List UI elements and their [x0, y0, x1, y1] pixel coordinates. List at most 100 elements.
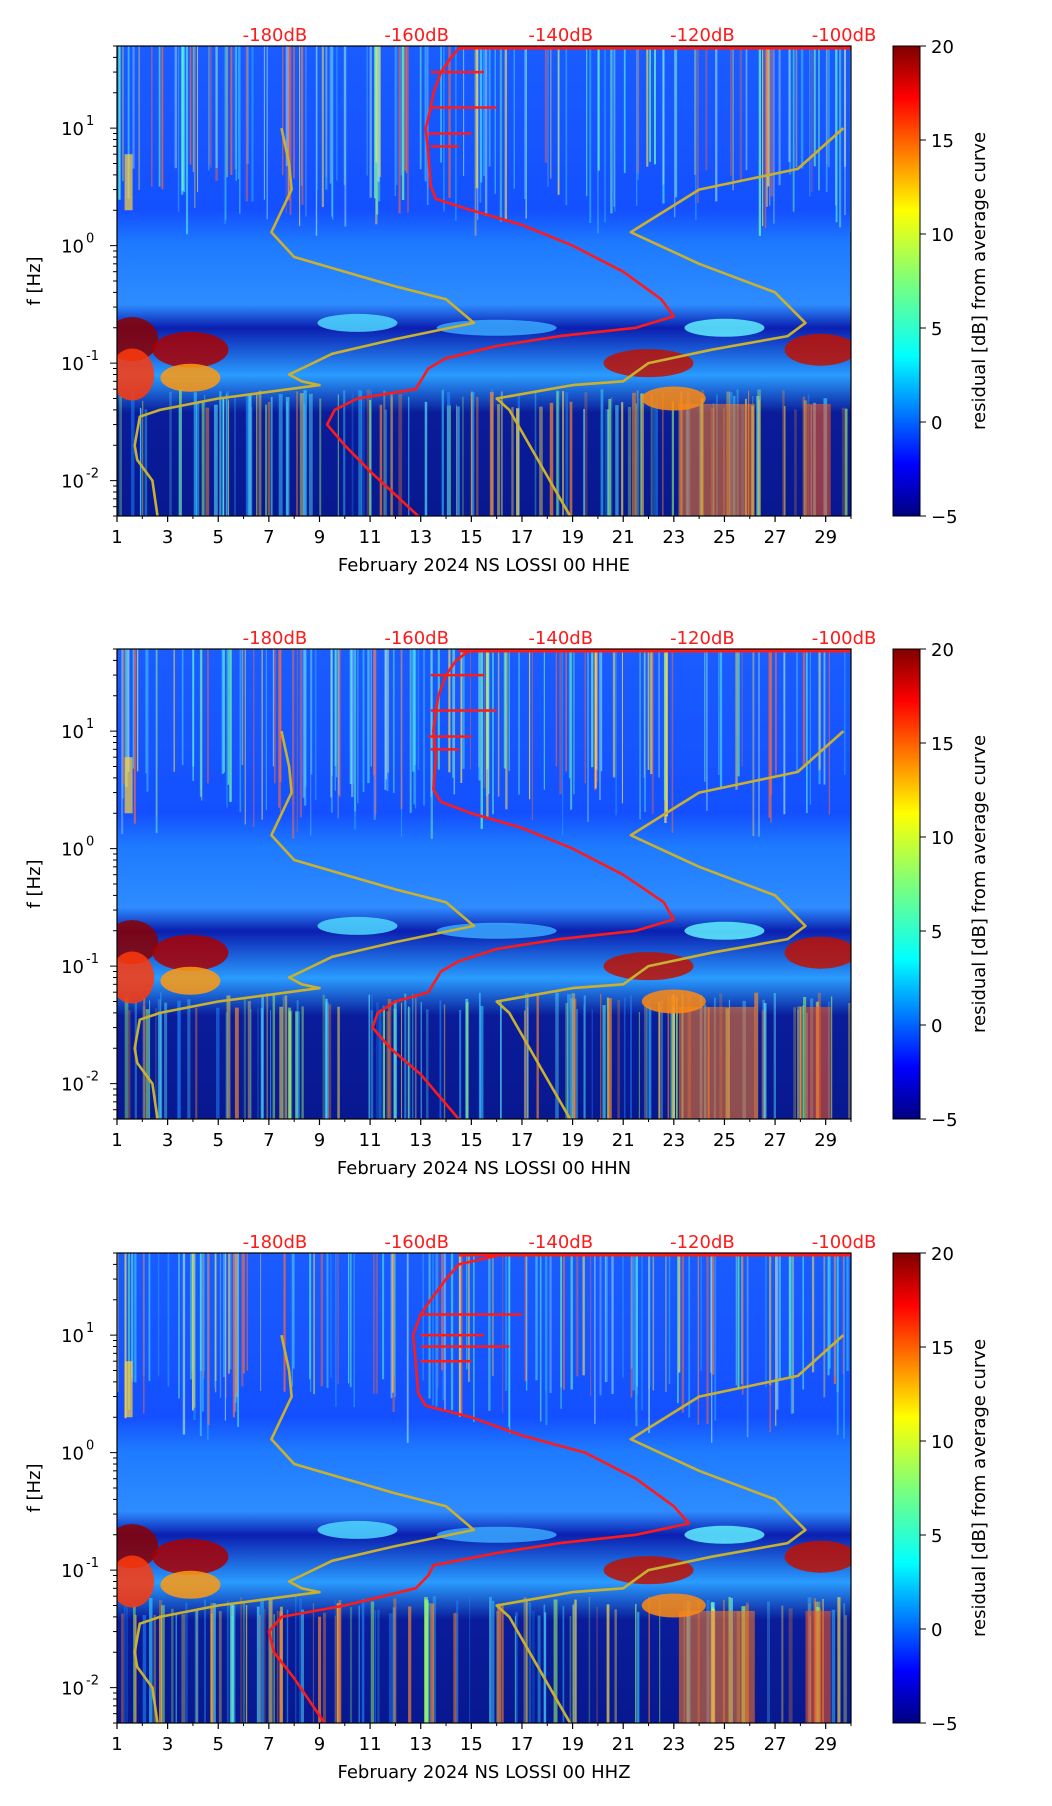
- x-tick-label: 23: [662, 1734, 685, 1755]
- microseism-blob: [784, 936, 851, 969]
- hf-streak: [430, 649, 432, 798]
- lf-streak: [608, 398, 612, 516]
- hf-streak: [773, 46, 775, 224]
- hf-streak: [401, 46, 405, 200]
- hf-streak: [646, 46, 649, 167]
- hf-streak: [547, 46, 549, 187]
- hf-streak: [460, 1253, 463, 1414]
- hf-streak: [610, 46, 613, 214]
- hf-streak: [305, 649, 307, 787]
- microseism-blob: [152, 331, 229, 368]
- hf-streak: [828, 1253, 831, 1369]
- hf-streak: [475, 46, 479, 189]
- lf-streak: [327, 1004, 332, 1119]
- lf-streak: [250, 1008, 252, 1119]
- hf-streak: [349, 1253, 352, 1388]
- hf-streak: [589, 46, 592, 224]
- hf-streak: [394, 46, 396, 197]
- hf-streak: [842, 1253, 845, 1374]
- top-db-label: -140dB: [528, 25, 593, 46]
- hf-streak: [630, 1253, 633, 1369]
- lf-streak: [623, 997, 626, 1119]
- hf-streak: [237, 46, 239, 179]
- hf-streak: [207, 649, 209, 784]
- lf-streak: [261, 995, 264, 1119]
- lf-streak: [447, 391, 451, 516]
- hf-streak: [351, 649, 354, 798]
- top-db-label: -160dB: [384, 25, 449, 46]
- hf-streak: [251, 46, 254, 202]
- hf-streak: [326, 1253, 329, 1388]
- hf-streak: [158, 46, 161, 187]
- lf-streak: [500, 1605, 504, 1723]
- lf-streak: [500, 1002, 502, 1119]
- hf-streak: [274, 649, 276, 784]
- lf-warm-block: [805, 403, 831, 516]
- hf-streak: [591, 649, 594, 768]
- hf-streak: [833, 1253, 836, 1385]
- hf-streak: [806, 649, 808, 814]
- lf-streak: [121, 1613, 124, 1723]
- lf-streak: [583, 1004, 585, 1119]
- hf-streak: [562, 649, 564, 836]
- hf-streak: [370, 649, 372, 767]
- top-db-label: -160dB: [384, 1232, 449, 1253]
- hf-streak: [193, 1253, 196, 1408]
- lf-streak: [187, 999, 191, 1119]
- lf-streak: [379, 404, 383, 516]
- x-tick-label: 17: [511, 1734, 534, 1755]
- x-tick-label: 3: [162, 1734, 173, 1755]
- hf-streak: [833, 1253, 836, 1376]
- hf-streak: [505, 649, 508, 810]
- x-tick-label: 11: [359, 527, 382, 548]
- hf-streak: [648, 1253, 651, 1387]
- colorbar-tick-label: 20: [931, 640, 954, 661]
- x-tick-label: 25: [713, 527, 736, 548]
- hf-streak: [488, 1253, 491, 1411]
- lf-streak: [606, 1604, 610, 1723]
- hf-streak: [430, 649, 433, 839]
- lf-streak: [157, 999, 161, 1119]
- lf-streak: [844, 408, 848, 516]
- hf-streak: [783, 649, 786, 815]
- microseism-blob: [641, 386, 706, 411]
- hf-streak: [349, 649, 353, 785]
- lf-streak: [615, 405, 619, 516]
- hf-streak: [562, 1253, 565, 1390]
- x-tick-label: 23: [662, 1130, 685, 1151]
- lf-streak: [179, 389, 182, 516]
- hf-streak: [525, 46, 528, 219]
- lf-streak: [336, 1602, 341, 1723]
- hf-streak: [241, 1253, 244, 1387]
- lf-streak: [536, 995, 539, 1119]
- lf-streak: [672, 994, 676, 1119]
- lf-streak: [164, 1002, 168, 1119]
- top-db-label: -120dB: [670, 25, 735, 46]
- y-tick-label: 10: [61, 1679, 84, 1700]
- x-tick-label: 11: [359, 1734, 382, 1755]
- lf-streak: [794, 409, 797, 516]
- lf-streak: [242, 1601, 246, 1723]
- hf-streak: [809, 46, 811, 197]
- lf-streak: [532, 1610, 535, 1723]
- hf-streak: [550, 46, 552, 179]
- lf-streak: [358, 1605, 360, 1723]
- lf-streak: [404, 993, 407, 1119]
- hf-streak: [568, 649, 571, 779]
- hf-streak: [143, 1253, 145, 1414]
- lf-streak: [408, 1606, 412, 1723]
- lf-streak: [454, 1612, 457, 1723]
- hf-streak: [483, 649, 486, 789]
- hf-streak: [823, 1253, 826, 1398]
- hf-streak: [792, 46, 795, 212]
- lf-streak: [400, 1002, 403, 1119]
- hf-streak: [450, 1253, 454, 1411]
- lf-streak: [566, 993, 569, 1119]
- hf-streak: [235, 1253, 237, 1403]
- lf-streak: [569, 401, 573, 516]
- lf-streak: [588, 1596, 591, 1723]
- hf-streak: [594, 649, 597, 789]
- hf-streak: [531, 649, 534, 820]
- lf-streak: [377, 1609, 380, 1723]
- hf-streak: [789, 46, 792, 175]
